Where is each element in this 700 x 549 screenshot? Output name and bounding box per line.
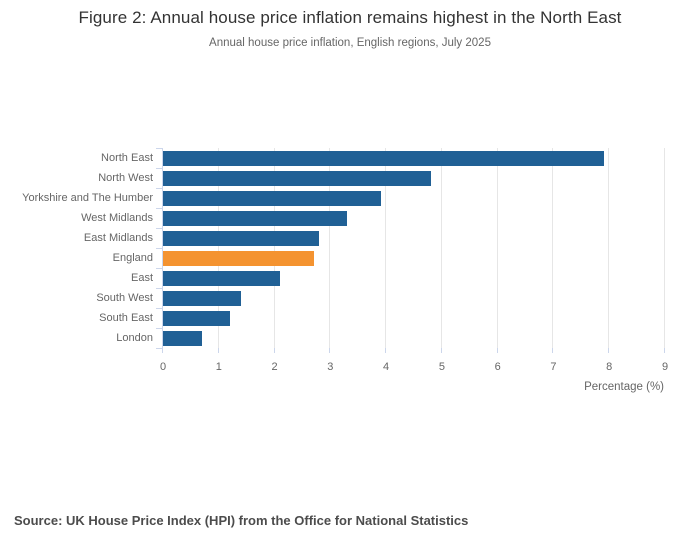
x-axis-tick-7 <box>552 348 554 353</box>
x-tick-label-5: 5 <box>438 361 445 373</box>
bar-west-midlands[interactable] <box>163 210 348 226</box>
category-label-london: London <box>116 332 153 344</box>
x-tick-label-0: 0 <box>159 361 167 373</box>
x-axis-tick-3 <box>329 348 331 353</box>
x-tick-label-1: 1 <box>215 361 222 373</box>
x-axis-tick-6 <box>496 348 498 353</box>
category-label-england: England <box>112 252 153 264</box>
x-axis-title: Percentage (%) <box>584 381 664 393</box>
bar-south-east[interactable] <box>163 310 230 326</box>
gridline-9 <box>664 148 665 348</box>
category-label-north-east: North East <box>101 152 153 164</box>
category-axis-tick <box>156 208 162 209</box>
category-label-yorkshire-and-the-humber: Yorkshire and The Humber <box>22 192 153 204</box>
category-label-west-midlands: West Midlands <box>81 212 153 224</box>
chart-title: Figure 2: Annual house price inflation r… <box>78 8 622 27</box>
x-tick-label-9: 9 <box>661 361 669 373</box>
bar-yorkshire-and-the-humber[interactable] <box>163 190 381 206</box>
source-note: Source: UK House Price Index (HPI) from … <box>14 513 469 528</box>
x-tick-label-3: 3 <box>327 361 334 373</box>
x-axis-tick-2 <box>273 348 275 353</box>
plot-area: 0 1 2 3 4 5 6 7 8 9 <box>156 148 668 373</box>
x-axis-tick-8 <box>608 348 610 353</box>
x-tick-label-6: 6 <box>494 361 501 373</box>
category-axis-labels: North East North West Yorkshire and The Hu… <box>0 148 153 348</box>
category-axis-tick <box>156 228 162 229</box>
category-axis-tick <box>156 188 162 189</box>
x-tick-label-8: 8 <box>606 361 613 373</box>
category-label-east-midlands: East Midlands <box>83 232 153 244</box>
bar-london[interactable] <box>163 330 203 346</box>
gridline-5 <box>440 148 442 348</box>
x-axis-tick-9 <box>664 348 665 353</box>
bar-england[interactable] <box>163 250 314 266</box>
category-axis-tick <box>156 268 162 269</box>
gridline-7 <box>552 148 554 348</box>
x-axis-tick-0 <box>162 348 163 353</box>
bar-chart: North East North West Yorkshire and The Hu… <box>0 148 700 408</box>
category-axis-tick <box>156 308 162 309</box>
category-axis-tick <box>156 348 162 349</box>
category-axis-tick <box>156 328 162 329</box>
bar-east[interactable] <box>163 270 281 286</box>
gridline-2 <box>273 148 275 348</box>
category-label-south-east: South East <box>99 312 153 324</box>
x-axis-tick-1 <box>217 348 219 353</box>
chart-subtitle: Annual house price inflation, English re… <box>209 37 491 49</box>
category-label-north-west: North West <box>98 172 153 184</box>
gridline-1 <box>217 148 219 348</box>
gridline-6 <box>496 148 498 348</box>
category-axis-tick <box>156 288 162 289</box>
category-axis-tick <box>156 248 162 249</box>
x-tick-label-7: 7 <box>550 361 557 373</box>
bar-north-east[interactable] <box>163 150 604 166</box>
category-axis-tick <box>156 148 162 149</box>
x-axis-tick-5 <box>440 348 442 353</box>
bar-south-west[interactable] <box>163 290 242 306</box>
x-axis-tick-4 <box>385 348 387 353</box>
bar-east-midlands[interactable] <box>163 230 320 246</box>
gridline-8 <box>608 148 610 348</box>
x-tick-label-4: 4 <box>383 361 390 373</box>
x-tick-label-2: 2 <box>271 361 278 373</box>
category-label-south-west: South West <box>96 292 153 304</box>
bar-north-west[interactable] <box>163 170 431 186</box>
gridline-4 <box>385 148 387 348</box>
category-axis-tick <box>156 168 162 169</box>
gridline-3 <box>329 148 331 348</box>
category-label-east: East <box>130 272 153 284</box>
